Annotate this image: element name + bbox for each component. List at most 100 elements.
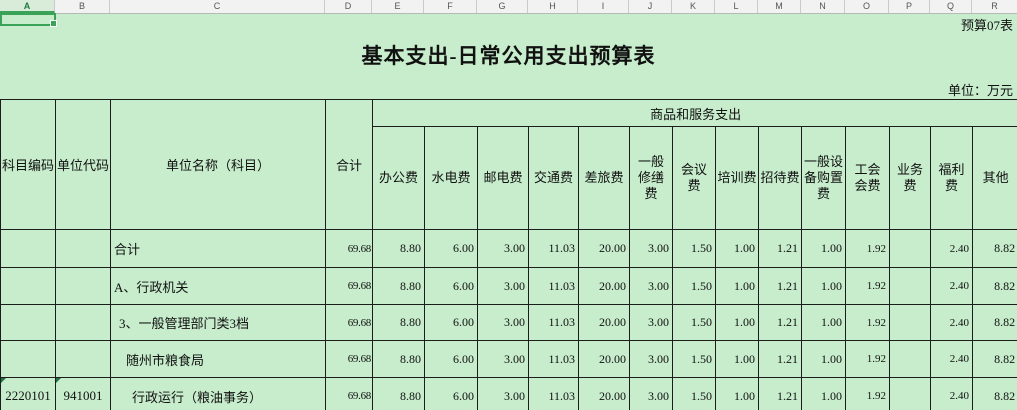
fill-handle[interactable]	[50, 20, 57, 27]
utilities-fee-cell[interactable]: 6.00	[424, 340, 478, 378]
union-fee-cell[interactable]: 1.92	[845, 229, 890, 268]
welfare-fee-cell[interactable]: 2.40	[930, 229, 973, 268]
training-fee-cell[interactable]: 1.00	[715, 229, 759, 268]
utilities-fee-cell[interactable]: 6.00	[424, 267, 478, 305]
welfare-fee-cell[interactable]: 2.40	[930, 340, 973, 378]
union-fee-cell[interactable]: 1.92	[845, 377, 890, 410]
business-fee-cell[interactable]	[889, 377, 931, 410]
postal-fee-cell[interactable]: 3.00	[477, 377, 529, 410]
business-fee-cell[interactable]	[889, 229, 931, 268]
subject-code-cell[interactable]	[0, 340, 56, 378]
total-cell[interactable]: 69.68	[325, 229, 373, 268]
welfare-fee-cell[interactable]: 2.40	[930, 377, 973, 410]
unit-code-cell[interactable]	[55, 304, 111, 341]
subheader-col-2[interactable]: 邮电费	[477, 126, 529, 230]
travel-fee-cell[interactable]: 20.00	[578, 304, 630, 341]
subheader-col-9[interactable]: 一般设 备购置 费	[801, 126, 846, 230]
meeting-fee-cell[interactable]: 1.50	[672, 267, 716, 305]
subheader-col-7[interactable]: 培训费	[715, 126, 759, 230]
unit-code-cell[interactable]	[55, 340, 111, 378]
reception-fee-cell[interactable]: 1.21	[758, 229, 802, 268]
header-total[interactable]: 合计	[325, 99, 373, 230]
unit-code-cell[interactable]: 941001	[55, 377, 111, 410]
transport-fee-cell[interactable]: 11.03	[528, 267, 579, 305]
column-header-O[interactable]: O	[845, 0, 889, 13]
other-fee-cell[interactable]: 8.82	[971, 267, 1017, 305]
office-fee-cell[interactable]: 8.80	[372, 340, 425, 378]
utilities-fee-cell[interactable]: 6.00	[424, 304, 478, 341]
subheader-col-5[interactable]: 一般 修缮 费	[629, 126, 673, 230]
repair-fee-cell[interactable]: 3.00	[629, 340, 673, 378]
column-header-L[interactable]: L	[715, 0, 758, 13]
subheader-col-13[interactable]: 其他	[971, 126, 1017, 230]
column-header-M[interactable]: M	[758, 0, 801, 13]
office-fee-cell[interactable]: 8.80	[372, 377, 425, 410]
travel-fee-cell[interactable]: 20.00	[578, 377, 630, 410]
subject-code-cell[interactable]: 2220101	[0, 377, 56, 410]
repair-fee-cell[interactable]: 3.00	[629, 304, 673, 341]
column-header-J[interactable]: J	[629, 0, 672, 13]
column-header-I[interactable]: I	[578, 0, 629, 13]
union-fee-cell[interactable]: 1.92	[845, 340, 890, 378]
column-header-Q[interactable]: Q	[930, 0, 972, 13]
equipment-fee-cell[interactable]: 1.00	[801, 229, 846, 268]
repair-fee-cell[interactable]: 3.00	[629, 377, 673, 410]
training-fee-cell[interactable]: 1.00	[715, 267, 759, 305]
column-header-C[interactable]: C	[110, 0, 325, 13]
subject-code-cell[interactable]	[0, 229, 56, 268]
other-fee-cell[interactable]: 8.82	[971, 229, 1017, 268]
header-unit-code[interactable]: 单位代码	[55, 99, 111, 230]
column-header-G[interactable]: G	[477, 0, 528, 13]
subheader-col-3[interactable]: 交通费	[528, 126, 579, 230]
reception-fee-cell[interactable]: 1.21	[758, 267, 802, 305]
repair-fee-cell[interactable]: 3.00	[629, 267, 673, 305]
subject-code-cell[interactable]	[0, 304, 56, 341]
column-header-F[interactable]: F	[424, 0, 477, 13]
other-fee-cell[interactable]: 8.82	[971, 340, 1017, 378]
travel-fee-cell[interactable]: 20.00	[578, 229, 630, 268]
other-fee-cell[interactable]: 8.82	[971, 304, 1017, 341]
total-cell[interactable]: 69.68	[325, 377, 373, 410]
subheader-col-6[interactable]: 会议 费	[672, 126, 716, 230]
equipment-fee-cell[interactable]: 1.00	[801, 304, 846, 341]
business-fee-cell[interactable]	[889, 267, 931, 305]
meeting-fee-cell[interactable]: 1.50	[672, 229, 716, 268]
unit-code-cell[interactable]	[55, 229, 111, 268]
subheader-col-0[interactable]: 办公费	[372, 126, 425, 230]
transport-fee-cell[interactable]: 11.03	[528, 340, 579, 378]
meeting-fee-cell[interactable]: 1.50	[672, 340, 716, 378]
total-cell[interactable]: 69.68	[325, 340, 373, 378]
sheet-title[interactable]: 基本支出-日常公用支出预算表	[361, 44, 656, 68]
header-subject-code[interactable]: 科目编码	[0, 99, 56, 230]
header-goods-services-group[interactable]: 商品和服务支出	[371, 99, 1017, 127]
unit-code-cell[interactable]	[55, 267, 111, 305]
union-fee-cell[interactable]: 1.92	[845, 304, 890, 341]
other-fee-cell[interactable]: 8.82	[971, 377, 1017, 410]
total-cell[interactable]: 69.68	[325, 304, 373, 341]
travel-fee-cell[interactable]: 20.00	[578, 340, 630, 378]
column-header-E[interactable]: E	[372, 0, 424, 13]
business-fee-cell[interactable]	[889, 304, 931, 341]
training-fee-cell[interactable]: 1.00	[715, 377, 759, 410]
equipment-fee-cell[interactable]: 1.00	[801, 340, 846, 378]
reception-fee-cell[interactable]: 1.21	[758, 377, 802, 410]
column-header-A[interactable]: A	[0, 0, 55, 13]
training-fee-cell[interactable]: 1.00	[715, 340, 759, 378]
unit-name-cell[interactable]: 合计	[110, 229, 326, 268]
subheader-col-8[interactable]: 招待费	[758, 126, 802, 230]
subheader-col-4[interactable]: 差旅费	[578, 126, 630, 230]
unit-note[interactable]: 单位：万元	[947, 83, 1013, 98]
postal-fee-cell[interactable]: 3.00	[477, 229, 529, 268]
utilities-fee-cell[interactable]: 6.00	[424, 229, 478, 268]
reception-fee-cell[interactable]: 1.21	[758, 304, 802, 341]
column-header-P[interactable]: P	[889, 0, 930, 13]
repair-fee-cell[interactable]: 3.00	[629, 229, 673, 268]
transport-fee-cell[interactable]: 11.03	[528, 377, 579, 410]
training-fee-cell[interactable]: 1.00	[715, 304, 759, 341]
unit-name-cell[interactable]: 行政运行（粮油事务）	[110, 377, 326, 410]
unit-name-cell[interactable]: 3、一般管理部门类3档	[110, 304, 326, 341]
column-header-K[interactable]: K	[672, 0, 715, 13]
form-number-label[interactable]: 预算07表	[960, 18, 1013, 33]
office-fee-cell[interactable]: 8.80	[372, 229, 425, 268]
office-fee-cell[interactable]: 8.80	[372, 267, 425, 305]
